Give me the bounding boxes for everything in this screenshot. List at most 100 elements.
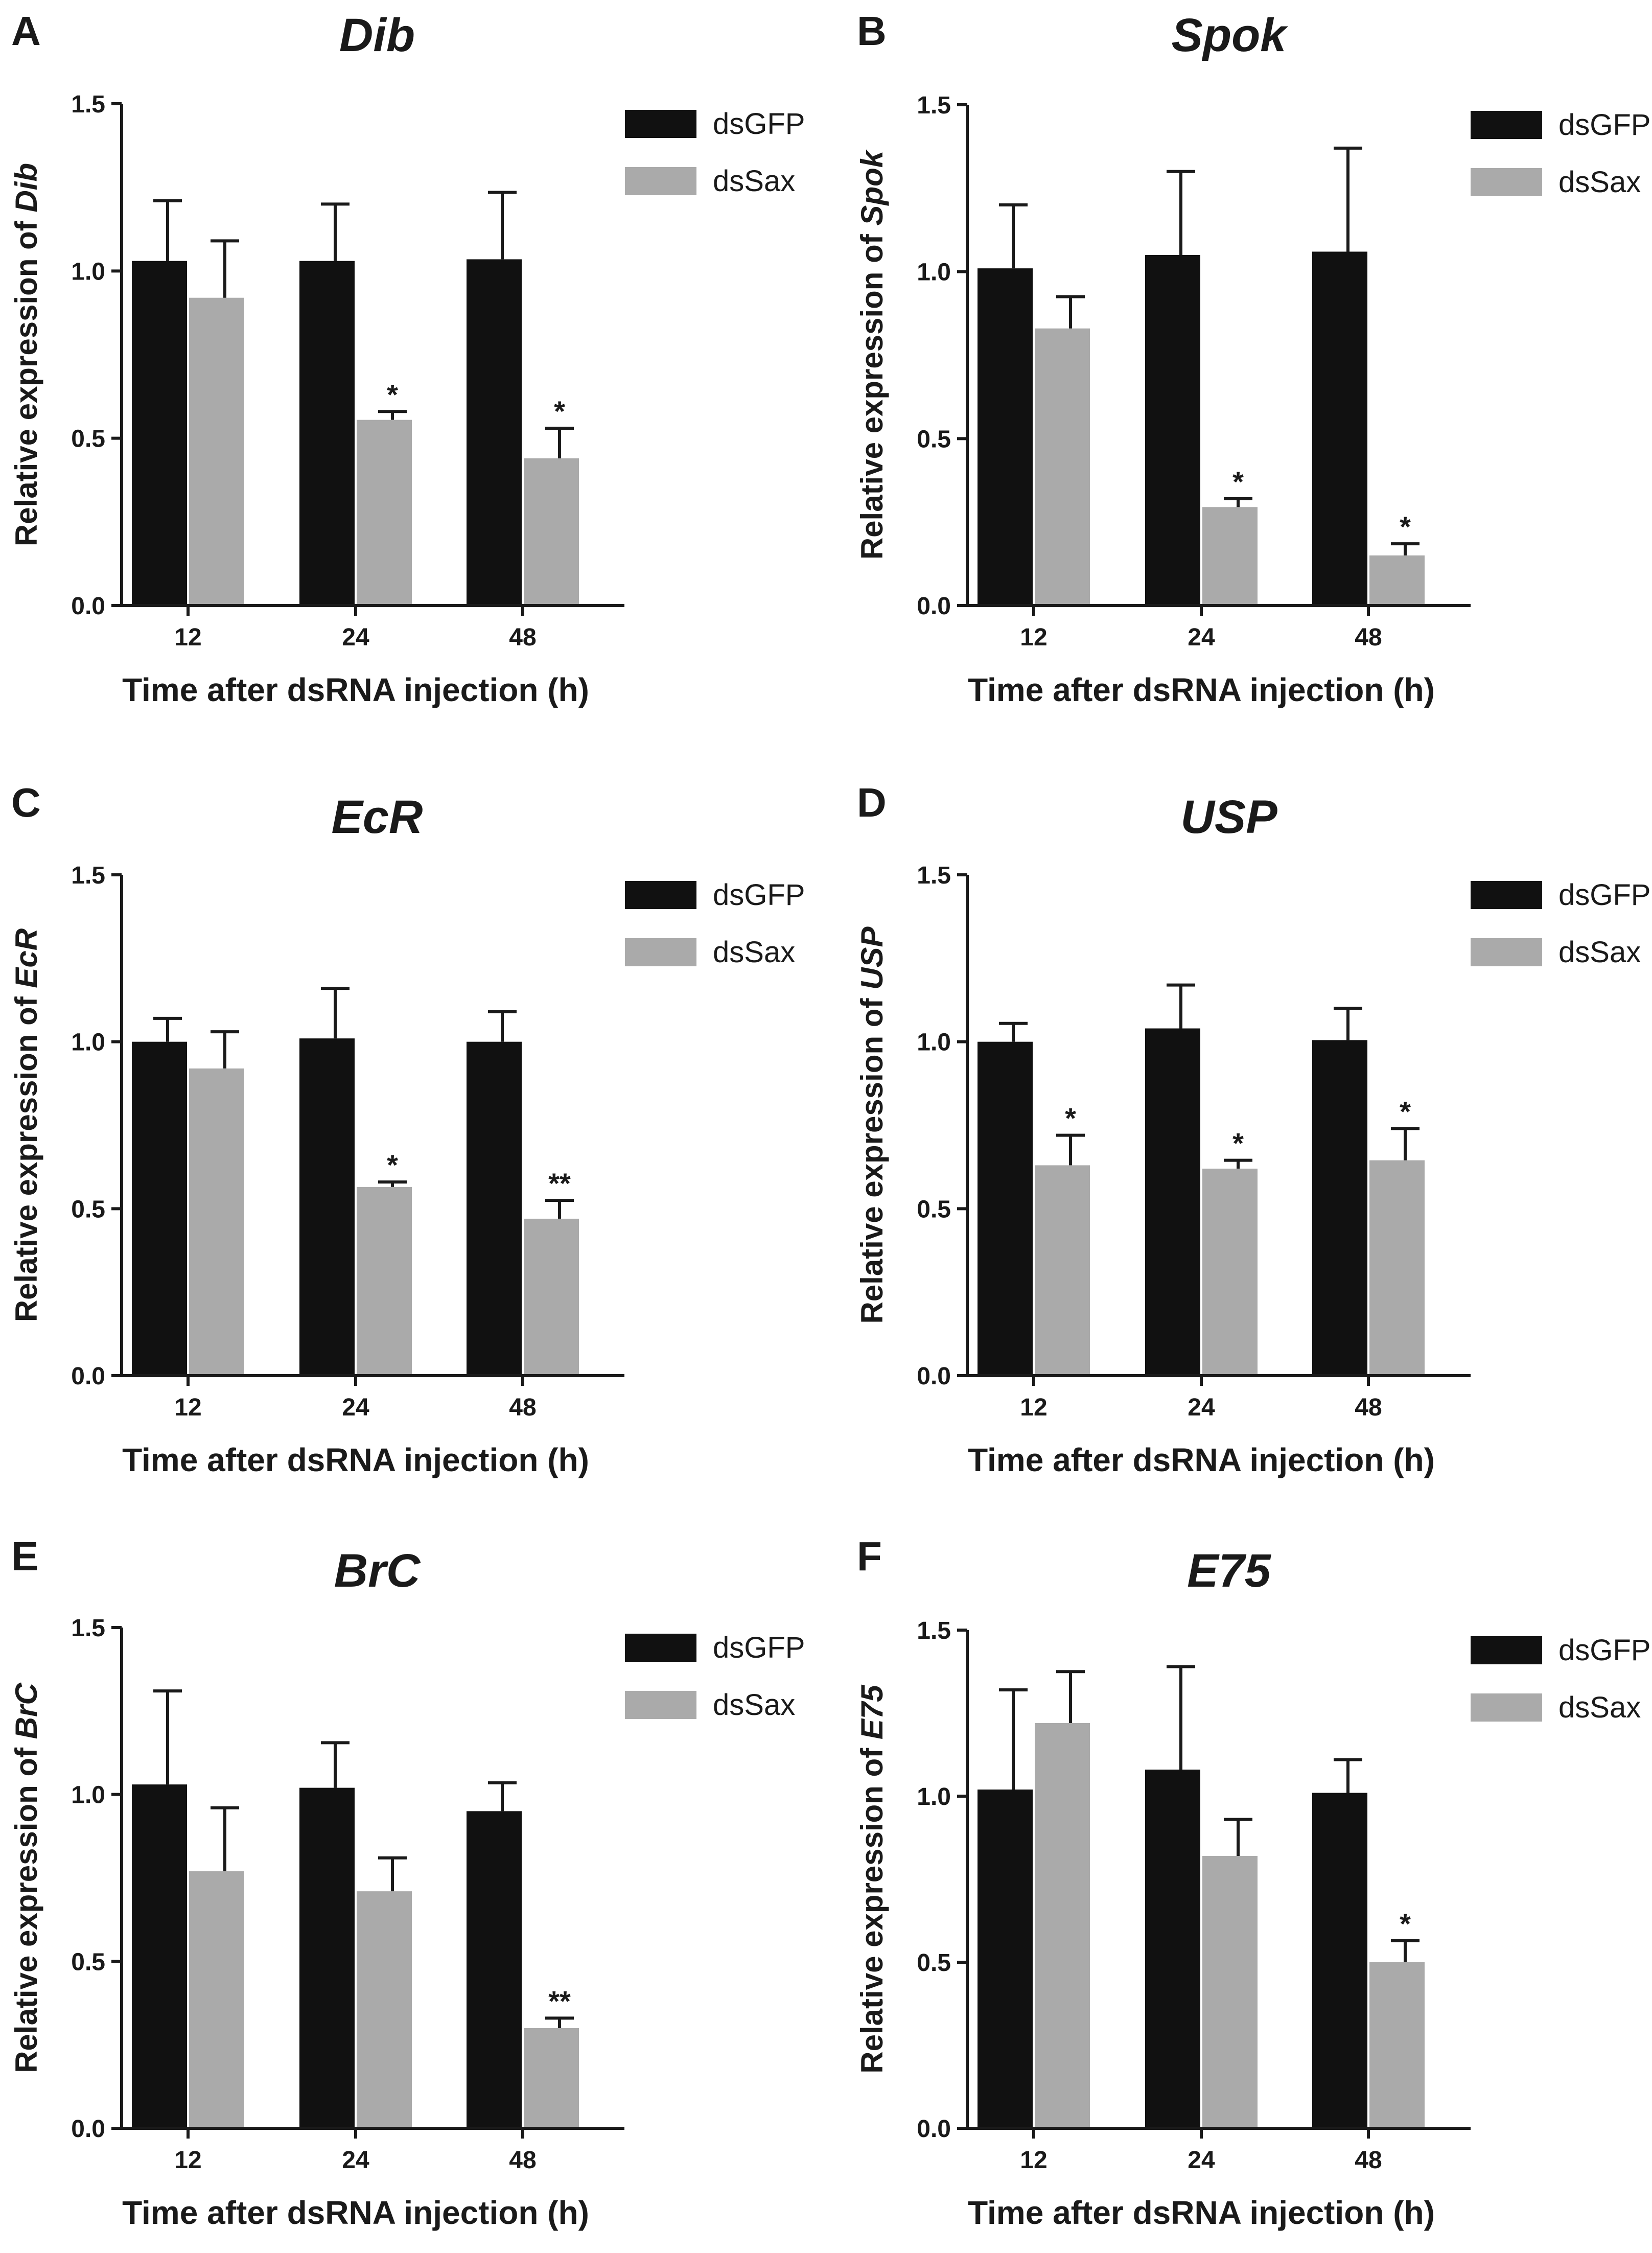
panel-letter: A	[11, 8, 41, 54]
x-tick-label: 12	[174, 1394, 201, 1421]
x-tick-label: 24	[1188, 624, 1215, 651]
legend-label-dssax: dsSax	[713, 1688, 795, 1722]
legend-label-dsgfp: dsGFP	[713, 107, 805, 141]
bar-dsgfp-12	[132, 1784, 187, 2128]
y-tick-label: 0.0	[71, 593, 105, 620]
y-axis-label: Relative expression of Dib	[9, 163, 43, 546]
legend-swatch-dsgfp	[625, 1634, 696, 1662]
chart-panel-d: D USP * * * 0.0 0.5 1.0 1.5 12 24 48 Time after dsRN…	[855, 780, 1651, 1478]
legend-swatch-dsgfp	[625, 881, 696, 909]
y-axis-label-prefix: Relative expression of	[855, 990, 889, 1324]
bar-dsgfp-24	[299, 1038, 355, 1376]
x-tick-label: 24	[1188, 2147, 1215, 2174]
bar-dssax-48	[524, 458, 579, 606]
y-tick-label: 1.5	[917, 1617, 951, 1644]
bar-dsgfp-24	[299, 1787, 355, 2128]
x-axis-label: Time after dsRNA injection (h)	[122, 1442, 589, 1478]
panel-letter: F	[857, 1534, 882, 1579]
x-tick-label: 48	[509, 2147, 536, 2174]
y-tick-label: 1.0	[917, 1783, 951, 1810]
legend-label-dsgfp: dsGFP	[1558, 108, 1651, 142]
y-tick-label: 1.5	[917, 862, 951, 889]
bar-dssax-12	[189, 1068, 244, 1376]
y-tick-label: 1.0	[917, 259, 951, 286]
y-tick-label: 1.5	[71, 862, 105, 889]
y-axis-label: Relative expression of USP	[855, 926, 889, 1324]
chart-title: EcR	[332, 791, 423, 843]
x-tick-label: 24	[1188, 1394, 1215, 1421]
bar-dssax-12	[1035, 1723, 1090, 2128]
significance-marker: *	[1400, 1096, 1411, 1128]
y-axis-label-gene: USP	[855, 926, 889, 990]
legend-label-dssax: dsSax	[1558, 166, 1641, 199]
y-axis-label-gene: E75	[855, 1684, 889, 1739]
chart-title: E75	[1187, 1545, 1272, 1597]
legend-swatch-dssax	[1471, 168, 1542, 196]
y-axis-label: Relative expression of BrC	[9, 1682, 43, 2073]
bar-dsgfp-12	[978, 1041, 1033, 1376]
y-tick-label: 1.5	[917, 92, 951, 119]
x-tick-label: 48	[1355, 624, 1382, 651]
bar-dsgfp-48	[467, 1041, 522, 1376]
x-axis-label: Time after dsRNA injection (h)	[968, 1442, 1435, 1478]
chart-panel-b: B Spok * * 0.0 0.5 1.0 1.5 12 24 48 Time after dsRN…	[855, 8, 1651, 708]
bar-dsgfp-48	[467, 1811, 522, 2128]
bar-dsgfp-12	[132, 261, 187, 606]
bar-dsgfp-24	[1145, 1028, 1200, 1376]
bar-dssax-24	[357, 420, 412, 606]
panel-letter: B	[857, 8, 887, 54]
bar-dssax-24	[357, 1891, 412, 2128]
panel-letter: C	[11, 780, 41, 825]
chart-title: Spok	[1172, 9, 1289, 61]
x-tick-label: 12	[174, 2147, 201, 2174]
legend-label-dsgfp: dsGFP	[1558, 878, 1651, 912]
x-tick-label: 24	[342, 2147, 369, 2174]
legend-swatch-dssax	[1471, 938, 1542, 966]
bar-dsgfp-48	[467, 259, 522, 606]
legend-swatch-dssax	[625, 167, 696, 195]
y-tick-label: 1.0	[71, 258, 105, 285]
bar-dsgfp-12	[978, 1790, 1033, 2128]
x-axis-label: Time after dsRNA injection (h)	[968, 671, 1435, 708]
bar-dsgfp-12	[978, 268, 1033, 606]
significance-marker: *	[554, 395, 565, 427]
x-tick-label: 24	[342, 624, 369, 651]
y-tick-label: 0.0	[71, 1363, 105, 1390]
significance-marker: *	[1232, 466, 1244, 498]
bar-dsgfp-24	[1145, 255, 1200, 606]
bar-dssax-24	[1202, 1856, 1258, 2128]
bar-dsgfp-24	[299, 261, 355, 606]
bar-dssax-12	[189, 297, 244, 606]
significance-marker: *	[1065, 1102, 1076, 1134]
x-tick-label: 48	[1355, 2147, 1382, 2174]
bar-dssax-48	[1369, 1962, 1425, 2128]
x-tick-label: 48	[1355, 1394, 1382, 1421]
legend-swatch-dsgfp	[625, 110, 696, 138]
y-tick-label: 1.5	[71, 1615, 105, 1642]
y-tick-label: 1.0	[917, 1029, 951, 1056]
bar-dssax-12	[1035, 328, 1090, 606]
legend-label-dssax: dsSax	[1558, 936, 1641, 969]
bar-dssax-24	[1202, 507, 1258, 606]
legend-label-dssax: dsSax	[1558, 1691, 1641, 1724]
y-tick-label: 0.0	[917, 2116, 951, 2143]
y-axis-label-prefix: Relative expression of	[855, 1739, 889, 2074]
x-tick-label: 12	[1020, 1394, 1047, 1421]
y-axis-label-gene: Dib	[9, 163, 43, 213]
significance-marker: *	[1232, 1127, 1244, 1159]
legend-swatch-dsgfp	[1471, 111, 1542, 139]
y-axis-label: Relative expression of EcR	[9, 928, 43, 1322]
x-tick-label: 48	[509, 624, 536, 651]
significance-marker: *	[387, 1149, 398, 1181]
y-tick-label: 0.0	[71, 2116, 105, 2143]
x-tick-label: 12	[1020, 2147, 1047, 2174]
chart-title: BrC	[334, 1545, 421, 1597]
y-axis-label-prefix: Relative expression of	[9, 1739, 43, 2073]
x-tick-label: 24	[342, 1394, 369, 1421]
bar-dssax-24	[357, 1187, 412, 1376]
y-tick-label: 0.5	[71, 426, 105, 453]
significance-marker: *	[1400, 510, 1411, 543]
legend-swatch-dssax	[1471, 1693, 1542, 1722]
